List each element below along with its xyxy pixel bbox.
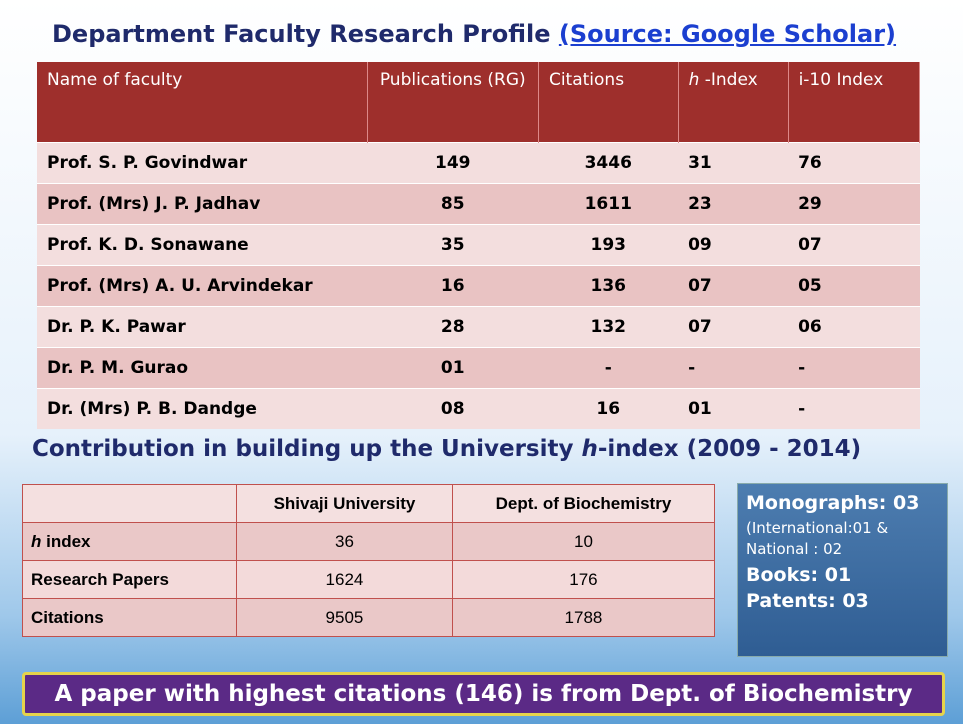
cell: Prof. (Mrs) J. P. Jadhav	[37, 183, 368, 225]
title-line: Department Faculty Research Profile (Sou…	[52, 20, 896, 48]
row: Prof. K. D. Sonawane 35 193 09 07	[37, 224, 920, 266]
cell: 09	[678, 224, 789, 266]
cell: 193	[538, 224, 679, 266]
side-item: Books: 01	[746, 564, 852, 586]
cell: Prof. K. D. Sonawane	[37, 224, 368, 266]
faculty-table: Name of faculty Publications (RG) Citation…	[37, 62, 921, 429]
cell: 1611	[538, 183, 679, 225]
text-part: h	[31, 531, 42, 551]
cell: 35	[367, 224, 539, 266]
cell: 16	[538, 388, 679, 429]
cell: 08	[367, 388, 539, 429]
text-part: -Index	[699, 70, 758, 90]
header-cell: Shivaji University	[236, 484, 453, 523]
cell: Dr. P. K. Pawar	[37, 306, 368, 348]
cell: 16	[367, 265, 539, 307]
side-item: Monographs: 03	[746, 492, 920, 514]
cell: 36	[236, 522, 453, 561]
header-cell: Citations	[538, 62, 679, 143]
header-cell: i-10 Index	[788, 62, 921, 143]
side-item: (International:01 & National : 02	[746, 519, 889, 558]
cell: 06	[788, 306, 920, 348]
cell: 149	[367, 142, 539, 184]
cell: Prof. S. P. Govindwar	[37, 142, 368, 184]
cell: 28	[367, 306, 539, 348]
text-part: Contribution in building up the Universi…	[32, 436, 582, 462]
cell: 07	[788, 224, 920, 266]
cell: 136	[538, 265, 679, 307]
contribution-table: Shivaji University Dept. of Biochemistry h…	[22, 484, 716, 637]
cell: Citations	[22, 598, 237, 637]
header-cell: Publications (RG)	[367, 62, 539, 143]
cell: 01	[367, 347, 539, 389]
row: Dr. P. M. Gurao 01- - -	[37, 347, 920, 389]
row: Prof. (Mrs) A. U. Arvindekar 16 136 07 05	[37, 265, 920, 307]
cell: Dr. P. M. Gurao	[37, 347, 368, 389]
footer: A paper with highest citations (146) is …	[22, 672, 945, 716]
text-part: h	[581, 436, 598, 462]
row: Prof. S. P. Govindwar 149 3446 31 76	[37, 142, 920, 184]
cell: Research Papers	[22, 560, 237, 599]
cell: 132	[538, 306, 679, 348]
cell: 3446	[538, 142, 679, 184]
row: Research Papers 1624 176	[22, 560, 716, 599]
cell: Prof. (Mrs) A. U. Arvindekar	[37, 265, 368, 307]
title: Department Faculty Research Profile	[52, 20, 551, 48]
text-part: -index (2009 - 2014)	[597, 436, 862, 462]
cell: 9505	[236, 598, 453, 637]
cell: 1624	[236, 560, 453, 599]
row: Citations 9505 1788	[22, 598, 716, 637]
cell: 1788	[451, 598, 716, 637]
corner-cell	[22, 484, 237, 523]
header-cell: Name of faculty	[37, 62, 368, 143]
cell: -	[788, 347, 920, 389]
header-cell: Dept. of Biochemistry	[451, 484, 716, 523]
cell: 31	[678, 142, 789, 184]
cell: -	[678, 347, 789, 389]
text-part: index	[41, 531, 91, 551]
cell: Dr. (Mrs) P. B. Dandge	[37, 388, 368, 429]
text-part: h	[688, 70, 700, 90]
cell: 07	[678, 306, 789, 348]
cell: 10	[451, 522, 716, 561]
row: h index 36 10	[22, 522, 716, 561]
cell: 29	[788, 183, 920, 225]
cell: 85	[367, 183, 539, 225]
header-row: Shivaji University Dept. of Biochemistry	[22, 484, 716, 523]
cell: 05	[788, 265, 920, 307]
cell: 176	[451, 560, 716, 599]
row: Prof. (Mrs) J. P. Jadhav 85 1611 23 29	[37, 183, 920, 225]
cell: h index	[22, 522, 237, 561]
header-cell: h -Index	[678, 62, 789, 143]
side-item: Patents: 03	[746, 590, 869, 612]
side-box: Monographs: 03 (International:01 & Nation…	[737, 483, 948, 657]
header-row: Name of faculty Publications (RG) Citation…	[37, 62, 921, 143]
cell: -	[788, 388, 920, 429]
source-link[interactable]: (Source: Google Scholar)	[558, 20, 897, 48]
row: Dr. (Mrs) P. B. Dandge 08 16 01-	[37, 388, 920, 429]
subtitle: Contribution in building up the Universi…	[32, 436, 861, 462]
row: Dr. P. K. Pawar 28 132 07 06	[37, 306, 920, 348]
cell: 01	[678, 388, 789, 429]
cell: 07	[678, 265, 789, 307]
cell: -	[538, 347, 679, 389]
cell: 23	[678, 183, 789, 225]
cell: 76	[788, 142, 920, 184]
